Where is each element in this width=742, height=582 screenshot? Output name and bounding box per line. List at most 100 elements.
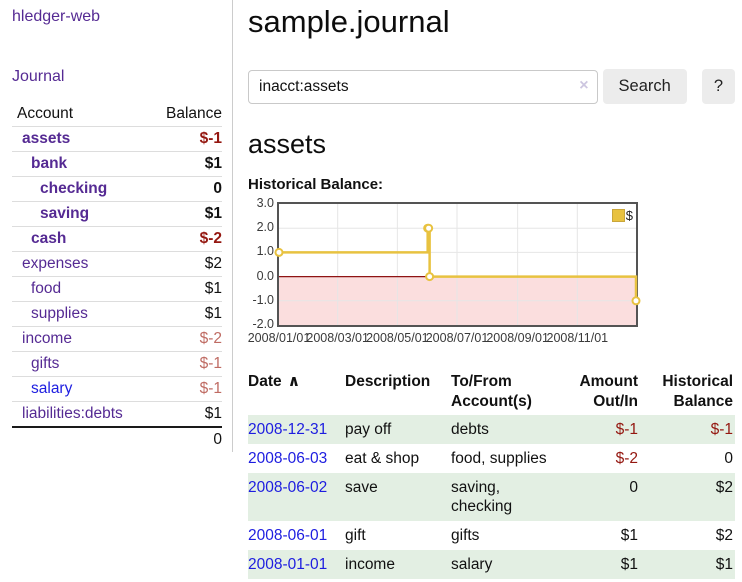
account-link[interactable]: bank (31, 155, 68, 172)
transaction-date: 2008-06-02 (248, 473, 345, 521)
transaction-balance: $2 (715, 479, 733, 496)
transaction-row: 2008-01-01 income salary $1 $1 (248, 550, 735, 579)
transaction-amount: $1 (620, 556, 638, 573)
account-row: food $1 (12, 276, 222, 302)
account-link[interactable]: expenses (22, 255, 89, 272)
account-link[interactable]: supplies (31, 305, 88, 322)
x-tick-label: 2008/07/01 (425, 331, 489, 345)
account-row: salary $-1 (12, 376, 222, 402)
account-balance: 0 (151, 176, 222, 202)
transaction-balance: $1 (715, 556, 733, 573)
account-link[interactable]: liabilities:debts (22, 405, 123, 422)
x-tick-label: 2008/05/01 (366, 331, 429, 345)
account-link[interactable]: gifts (31, 355, 60, 372)
column-header-description[interactable]: Description (345, 373, 431, 390)
series-swatch-icon (611, 209, 625, 222)
transaction-amount: $-1 (615, 421, 638, 438)
transaction-date-link[interactable]: 2008-12-31 (248, 421, 328, 438)
account-row: supplies $1 (12, 301, 222, 327)
y-tick-label: 3.0 (256, 196, 274, 210)
transaction-accounts: salary (451, 556, 493, 573)
y-tick-label: 0.0 (256, 268, 274, 283)
transaction-row: 2008-06-03 eat & shop food, supplies $-2 0 (248, 444, 735, 473)
x-tick-label: 2008/01/01 (247, 331, 311, 345)
transaction-row: 2008-06-01 gift gifts $1 $2 (248, 521, 735, 550)
account-table-header-row: Account Balance (12, 102, 222, 127)
transaction-row: 2008-06-02 save saving, checking 0 $2 (248, 473, 735, 521)
chart-legend: $ (611, 208, 633, 223)
transaction-date-link[interactable]: 2008-06-01 (248, 527, 328, 544)
transaction-description: gift (345, 527, 366, 544)
sidebar-item-journal[interactable]: Journal (12, 68, 65, 85)
account-link[interactable]: cash (31, 230, 67, 247)
account-row: bank $1 (12, 151, 222, 177)
transaction-date: 2008-06-01 (248, 521, 345, 550)
account-balance: $1 (151, 201, 222, 227)
account-heading: assets (248, 129, 327, 159)
account-balance: $-1 (151, 376, 222, 402)
column-header-historical[interactable]: Historical Balance (662, 373, 733, 410)
chart-title: Historical Balance: (248, 176, 384, 193)
account-balance: $1 (151, 151, 222, 177)
main-content: sample.journal × Search ? assets Histori… (248, 0, 735, 579)
account-balance: $-2 (151, 226, 222, 252)
account-total-row: 0 (12, 426, 222, 452)
account-row: assets $-1 (12, 126, 222, 152)
balance-column-header: Balance (151, 102, 222, 127)
clear-search-icon[interactable]: × (579, 76, 589, 94)
transaction-amount: $-2 (615, 450, 638, 467)
y-tick-label: -2.0 (252, 317, 274, 331)
sidebar: hledger-web Journal Account Balance asse… (0, 0, 233, 452)
account-row: liabilities:debts $1 (12, 401, 222, 428)
account-balance: $1 (151, 401, 222, 428)
search-input[interactable] (248, 69, 598, 104)
transaction-date-link[interactable]: 2008-06-03 (248, 450, 328, 467)
search-button[interactable]: Search (602, 69, 687, 104)
transaction-balance: $2 (715, 527, 733, 544)
transactions-table: Date ∧ Description To/From Account(s) Amount O… (248, 370, 735, 579)
account-link[interactable]: saving (40, 205, 90, 222)
column-header-amount[interactable]: Amount Out/In (579, 373, 638, 410)
page-title: sample.journal (248, 4, 450, 39)
account-column-header: Account (12, 102, 152, 127)
account-link[interactable]: food (31, 280, 62, 297)
help-button[interactable]: ? (701, 69, 735, 104)
transaction-balance: $-1 (710, 421, 733, 438)
transaction-date: 2008-06-03 (248, 444, 345, 473)
transaction-description: save (345, 479, 378, 496)
account-row: cash $-2 (12, 226, 222, 252)
app-title-link[interactable]: hledger-web (12, 8, 101, 25)
transaction-date: 2008-01-01 (248, 550, 345, 579)
column-header-date[interactable]: Date ∧ (248, 373, 301, 390)
transactions-header-row: Date ∧ Description To/From Account(s) Amount O… (248, 370, 735, 415)
sort-ascending-icon: ∧ (287, 373, 301, 390)
transaction-accounts: gifts (451, 527, 480, 544)
total-balance-value: 0 (151, 426, 222, 452)
column-header-to-from[interactable]: To/From Account(s) (451, 373, 532, 410)
account-balance: $-2 (151, 326, 222, 352)
account-link[interactable]: assets (22, 130, 71, 147)
transaction-date-link[interactable]: 2008-06-02 (248, 479, 328, 496)
account-link[interactable]: salary (31, 380, 73, 397)
transaction-amount: $1 (620, 527, 638, 544)
transaction-description: pay off (345, 421, 392, 438)
chart-plot-area: $ (274, 202, 641, 327)
account-row: income $-2 (12, 326, 222, 352)
transaction-amount: 0 (629, 479, 638, 496)
transaction-description: eat & shop (345, 450, 420, 467)
account-row: saving $1 (12, 201, 222, 227)
account-row: expenses $2 (12, 251, 222, 277)
transaction-row: 2008-12-31 pay off debts $-1 $-1 (248, 415, 735, 444)
transaction-accounts: saving, checking (451, 479, 513, 515)
historical-balance-chart: 3.0 2.0 1.0 0.0 -1.0 -2.0 $ 2008/01/01 2008/03… (247, 196, 735, 352)
account-balance: $1 (151, 301, 222, 327)
transaction-description: income (345, 556, 395, 573)
account-link[interactable]: checking (40, 180, 108, 197)
account-balance: $-1 (151, 351, 222, 377)
y-tick-label: 2.0 (256, 220, 274, 235)
y-tick-label: -1.0 (252, 292, 274, 307)
account-balance-table: Account Balance assets $-1 bank $1 checking 0… (12, 102, 222, 452)
transaction-date-link[interactable]: 2008-01-01 (248, 556, 328, 573)
transaction-accounts: debts (451, 421, 489, 438)
account-link[interactable]: income (22, 330, 72, 347)
